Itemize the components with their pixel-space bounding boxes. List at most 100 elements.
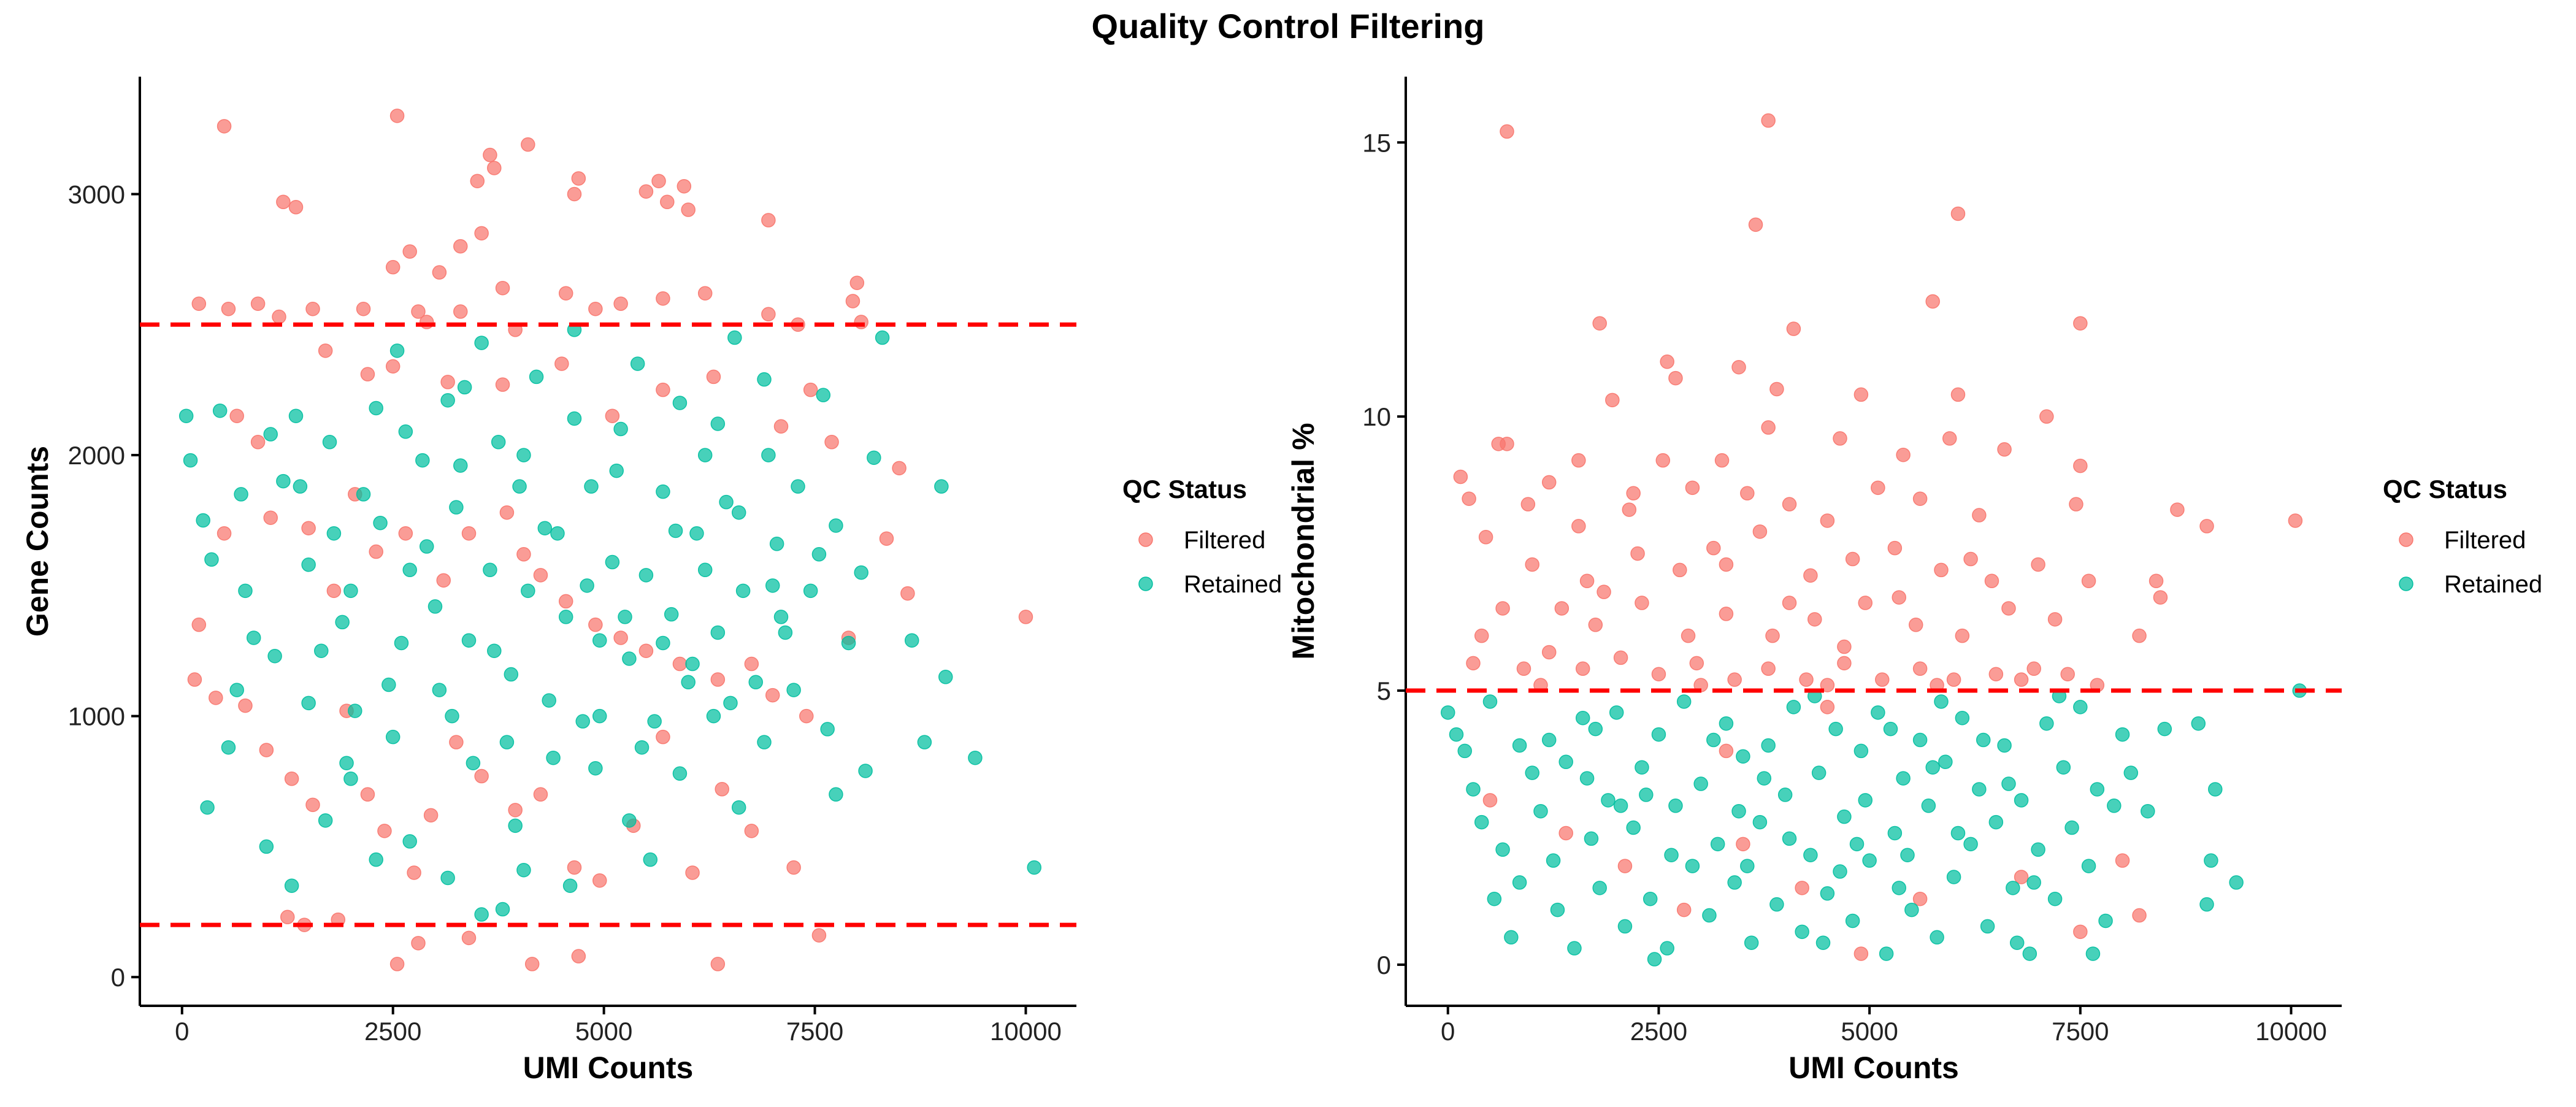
data-point [1651,727,1666,742]
data-point [1495,842,1510,857]
data-point [841,635,856,651]
legend-title: QC Status [2383,475,2507,504]
data-point [643,852,658,867]
data-point [799,708,814,724]
data-point [221,740,236,755]
data-point [1605,393,1620,408]
data-point [757,372,772,387]
data-point [681,675,696,690]
data-point [1027,860,1041,875]
data-point [2047,891,2063,906]
data-point [1533,803,1548,819]
data-point [369,544,383,559]
data-point [715,782,729,797]
data-point [250,296,266,311]
data-point [389,957,405,971]
data-point [2026,661,2041,676]
data-point [461,526,477,541]
data-point [1714,453,1730,468]
data-point [2022,946,2037,961]
data-point [1976,732,1991,748]
data-point [1942,431,1957,446]
data-point [803,382,818,397]
data-point [204,552,219,567]
data-point [385,359,401,374]
legend-key-filtered [2399,532,2413,547]
data-point [1626,486,1641,501]
data-point [411,936,426,951]
data-point [609,463,624,478]
data-point [2107,799,2122,813]
data-point [1782,831,1797,846]
data-point [773,419,789,434]
data-point [845,294,861,308]
data-point [1546,853,1561,868]
data-point [664,607,679,622]
data-point [1887,825,1903,841]
data-point [879,531,894,546]
data-point [1883,721,1898,737]
data-point [415,453,430,468]
data-point [2014,870,2029,884]
data-point [2081,573,2096,589]
data-point [1761,420,1776,435]
data-point [1597,584,1611,599]
x-tick-label: 2500 [364,1017,421,1046]
data-point [402,562,417,578]
y-tick-label: 3000 [68,180,125,209]
data-point [647,714,662,729]
y-tick-label: 0 [111,963,125,992]
data-point [710,416,726,431]
data-point [389,343,405,358]
data-point [301,557,316,572]
data-point [892,461,907,476]
data-point [259,743,274,757]
data-point [461,930,477,946]
data-point [1795,881,1809,895]
data-point [419,539,434,554]
data-point [432,683,447,697]
data-point [398,424,413,439]
y-tick-label: 0 [1377,951,1391,979]
data-point [187,672,202,687]
data-point [1487,891,1502,906]
data-point [516,862,531,878]
data-point [1541,645,1557,660]
data-point [1516,661,1531,676]
data-point [1803,568,1818,583]
data-point [2199,897,2214,912]
legend-label-filtered: Filtered [1184,527,1265,554]
data-point [1752,524,1768,539]
data-point [1984,573,1999,589]
data-point [1853,946,1869,961]
data-point [474,335,489,350]
data-point [2073,316,2088,331]
data-point [706,369,721,385]
data-point [1613,650,1628,665]
data-point [638,184,654,199]
data-point [1617,859,1633,873]
data-point [398,526,413,541]
data-point [301,695,316,711]
data-point [2060,667,2075,681]
data-point [1795,924,1809,940]
data-point [1769,381,1784,397]
data-point [1972,508,1987,523]
data-point [432,265,447,280]
x-axis-title: UMI Counts [1788,1051,1959,1085]
data-point [1828,721,1843,737]
data-point [710,625,726,640]
data-point [1676,902,1692,917]
data-point [394,635,409,651]
data-point [1685,859,1700,873]
data-point [1963,837,1978,852]
data-point [1719,743,1734,759]
data-point [938,670,953,684]
data-point [656,291,670,306]
data-point [1018,610,1033,624]
data-point [829,518,843,533]
data-point [656,382,670,397]
data-point [1731,359,1746,375]
data-point [904,633,919,648]
data-point [1925,294,1940,309]
